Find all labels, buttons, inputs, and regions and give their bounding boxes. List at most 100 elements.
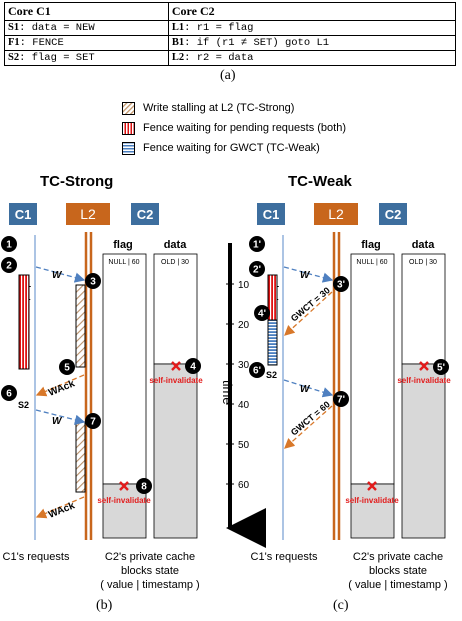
ack-arrow [35,496,85,519]
flag-valid-block [102,253,147,485]
msg-label: GWCT = 30 [289,285,332,323]
data-column-header: data [164,239,188,251]
step-number: 1 [6,240,12,251]
step-number-marker [59,359,75,375]
msg-label: W [52,416,63,427]
time-tick-label: 60 [238,480,250,491]
step-number: 3' [337,280,345,291]
panel-title: TC-Strong [40,173,113,190]
l2-label: L2 [80,206,96,222]
panel-title: TC-Weak [288,173,353,190]
time-tick-label: 30 [238,360,250,371]
step-number-marker [249,362,265,378]
flag-invalid-block [102,483,147,539]
code-line: B1: if (r1 ≠ SET) goto L1 [167,35,457,51]
step-number-marker [249,236,265,252]
footer-right: C2's private cache [353,551,443,563]
footer-right: blocks state [369,565,427,577]
step-number: 5' [437,363,445,374]
hatch-swatch-icon [122,101,135,115]
core-c2-label: C2 [385,207,402,222]
write-arrow [283,266,334,283]
core-c2-label: C2 [137,207,154,222]
data-valid-block [153,253,198,365]
step-number: 3 [90,277,96,288]
core-c2-box [131,203,159,225]
core-c1-box [257,203,285,225]
footer-right: ( value | timestamp ) [348,579,447,591]
step-number: 4' [258,309,266,320]
step-number-marker [1,257,17,273]
footer-right: C2's private cache [105,551,195,563]
msg-label: GWCT = 60 [289,399,332,437]
footer-right: ( value | timestamp ) [100,579,199,591]
core-c1-box [9,203,37,225]
l2-box [314,203,358,225]
legend-item: Fence waiting for pending requests (both… [122,118,346,138]
step-number-marker [1,236,17,252]
write-arrow [35,409,86,425]
red-x-icon [419,361,429,371]
write-arrow [35,266,86,283]
self-invalidate-label: self-invalidate [97,496,151,505]
flag-valid-block [350,253,395,485]
core-c1-label: C1 [263,207,280,222]
flag-initial-state: NULL | 60 [108,259,139,266]
legend: Write stalling at L2 (TC-Strong) Fence w… [122,98,346,158]
time-tick-label: 40 [238,400,250,411]
code-table: Core C1 Core C2 S1: data = NEW L1: r1 = … [4,2,457,66]
flag-column-header: flag [361,239,381,251]
flag-invalid-block [350,483,395,539]
op-label: S2 [266,370,277,380]
write-stall-bar [75,421,86,493]
msg-label: W [52,270,63,281]
ack-arrow [35,374,85,397]
step-number-marker [85,413,101,429]
red-stripe-swatch-icon [122,121,135,135]
step-number: 8 [141,482,147,493]
footer-right: blocks state [121,565,179,577]
self-invalidate-label: self-invalidate [149,376,203,385]
step-number: 5 [64,363,70,374]
code-line: S2: flag = SET [4,50,169,66]
self-invalidate-label: self-invalidate [397,376,451,385]
data-initial-state: OLD | 30 [409,259,437,266]
msg-label: W [300,270,311,281]
gwct-wait-bar [267,319,278,366]
blue-stripe-swatch-icon [122,141,135,155]
write-arrow [283,379,334,398]
footer-left: C1's requests [251,551,318,563]
step-number-marker [85,273,101,289]
core-c2-box [379,203,407,225]
step-number-marker [333,391,349,407]
gwct-arrow [284,405,333,449]
step-number-marker [136,478,152,494]
msg-label: WAck [47,500,77,521]
label-c: (c) [333,598,349,613]
time-tick-label: 20 [238,320,250,331]
label-b: (b) [96,598,113,613]
gwct-arrow [284,291,333,336]
time-axis-label: time [220,380,235,405]
data-invalid-block [153,363,198,539]
red-x-icon [171,361,181,371]
core-c1-label: C1 [15,207,32,222]
code-line: L1: r1 = flag [167,20,457,36]
step-number: 6' [253,366,261,377]
step-number: 2' [253,265,261,276]
l2-box [66,203,110,225]
op-label: S2 [18,400,29,410]
msg-label: WAck [47,378,77,399]
flag-initial-state: NULL | 60 [356,259,387,266]
step-number: 4 [190,362,196,373]
msg-label: W [300,384,311,395]
flag-column-header: flag [113,239,133,251]
data-invalid-block [401,363,446,539]
step-number: 7 [90,417,96,428]
data-initial-state: OLD | 30 [161,259,189,266]
step-number: 2 [6,261,12,272]
step-number: 6 [6,389,12,400]
code-line: L2: r2 = data [167,50,457,66]
step-number-marker [433,359,449,375]
